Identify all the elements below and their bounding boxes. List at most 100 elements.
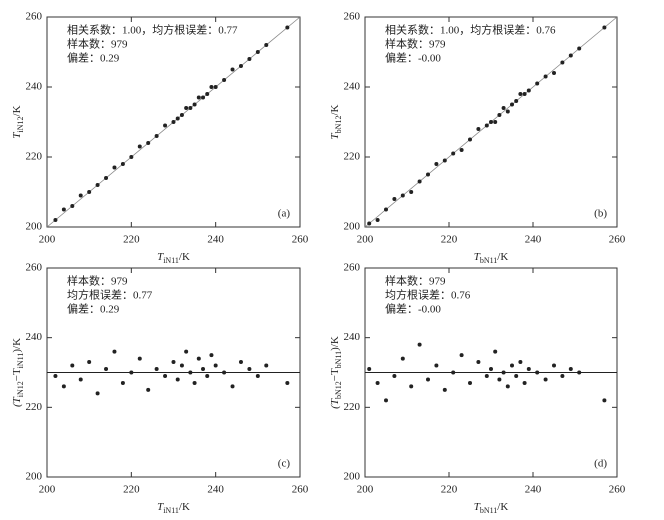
point <box>285 380 290 385</box>
point <box>230 67 235 72</box>
point <box>526 88 531 93</box>
label-part: /K <box>179 501 190 513</box>
x-axis-label: TiN11/K <box>157 501 190 516</box>
point <box>493 349 498 354</box>
label-part: T <box>11 132 23 139</box>
point <box>543 74 548 79</box>
point <box>560 60 565 65</box>
point <box>264 363 269 368</box>
point <box>367 221 372 226</box>
point <box>489 367 493 372</box>
label-part: /K <box>497 501 508 513</box>
point <box>384 207 388 212</box>
x-tick-label: 240 <box>207 484 224 496</box>
label-part: bN12 <box>334 116 343 134</box>
y-tick-label: 240 <box>26 81 43 93</box>
point <box>400 356 405 361</box>
y-tick-label: 240 <box>344 81 361 93</box>
point <box>184 349 189 354</box>
point <box>175 377 180 382</box>
point <box>514 373 519 378</box>
point <box>154 367 159 372</box>
label-part: iN11 <box>163 256 179 265</box>
annotation: 偏差：0.29 <box>67 302 120 316</box>
point <box>577 370 582 375</box>
x-tick-label: 240 <box>525 234 542 246</box>
label-part: /K <box>497 251 508 263</box>
point <box>61 207 66 212</box>
point <box>451 370 456 375</box>
point <box>95 391 100 396</box>
point <box>434 363 439 368</box>
annotation: 偏差：0.29 <box>67 51 120 65</box>
x-axis-label: TiN11/K <box>157 251 190 266</box>
x-tick-label: 220 <box>123 484 140 496</box>
point <box>476 127 481 131</box>
point <box>505 384 510 389</box>
annotation: 相关系数：1.00，均方根误差：0.77 <box>67 23 238 37</box>
point <box>497 377 502 382</box>
point <box>129 370 134 375</box>
point <box>384 398 388 403</box>
point <box>78 193 83 198</box>
point <box>484 373 489 378</box>
point <box>476 360 481 365</box>
point <box>577 46 582 51</box>
y-tick-label: 240 <box>344 331 361 343</box>
panel-label: (b) <box>594 208 607 220</box>
y-tick-label: 220 <box>344 151 361 163</box>
point <box>602 25 607 30</box>
label-part: −T <box>11 368 23 381</box>
label-part: bN11 <box>480 256 497 265</box>
point <box>417 342 422 347</box>
point <box>264 43 269 47</box>
point <box>442 158 447 163</box>
point <box>484 123 489 128</box>
x-tick-label: 260 <box>292 234 309 246</box>
label-part: iN12 <box>16 381 25 397</box>
x-axis-label: TbN11/K <box>474 501 509 516</box>
point <box>53 218 58 222</box>
point <box>543 377 548 382</box>
y-tick-label: 240 <box>26 331 43 343</box>
point <box>163 373 168 378</box>
x-tick-label: 220 <box>441 484 458 496</box>
point <box>129 155 134 159</box>
point <box>222 78 227 82</box>
y-axis-label: TiN12/K <box>11 105 26 138</box>
label-part: iN12 <box>16 116 25 132</box>
plot-frame <box>46 16 301 228</box>
point <box>247 367 252 372</box>
x-tick-label: 220 <box>123 234 140 246</box>
label-part: −T <box>329 368 341 381</box>
label-part: (T <box>329 398 341 409</box>
point <box>137 144 142 149</box>
point <box>255 50 260 54</box>
point <box>552 363 556 368</box>
y-tick-label: 220 <box>26 401 43 413</box>
point <box>417 179 422 184</box>
point <box>188 370 193 375</box>
y-axis-label: (TbN12−TbN11)/K <box>329 336 344 409</box>
label-part: T <box>157 251 164 263</box>
x-tick-label: 260 <box>292 484 309 496</box>
point <box>501 370 506 375</box>
point <box>213 85 218 89</box>
y-tick-label: 260 <box>26 11 43 23</box>
point <box>201 367 206 372</box>
point <box>154 134 159 138</box>
point <box>442 387 447 392</box>
annotation: 样本数：979 <box>67 37 128 51</box>
point <box>560 373 565 378</box>
x-tick-label: 240 <box>207 234 224 246</box>
annotation: 均方根误差：0.77 <box>67 288 153 302</box>
x-tick-label: 200 <box>39 484 56 496</box>
point <box>510 363 514 368</box>
point <box>175 116 180 121</box>
point <box>205 373 210 378</box>
y-tick-label: 260 <box>344 11 361 23</box>
label-part: T <box>474 251 481 263</box>
point <box>179 363 184 368</box>
